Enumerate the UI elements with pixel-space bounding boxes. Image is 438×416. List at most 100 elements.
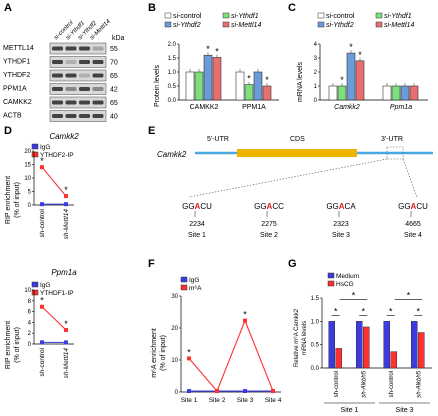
x-tick-label: sh-control <box>334 371 340 397</box>
significance-star: * <box>64 185 68 195</box>
legend-label: YTHDF2-IP <box>40 152 74 159</box>
group-label: Site 3 <box>396 407 414 414</box>
motif-sequence: GGACU <box>182 202 212 211</box>
bar <box>235 71 245 101</box>
x-tick-label: Ppm1a <box>390 104 412 111</box>
motif-sequence: GGACU <box>398 202 428 211</box>
bar <box>244 84 254 101</box>
data-point <box>40 165 44 170</box>
kda-label: kDa <box>112 35 125 42</box>
significance-star: * <box>206 44 210 54</box>
chart-c: si-control si-Ythdf1 si-Ythdf2 si-Mettl14 m… <box>297 12 428 111</box>
blot-band <box>52 60 63 64</box>
x-tick-label: Camkk2 <box>334 104 360 111</box>
x-tick-label: sh-Mettl14 <box>63 348 70 379</box>
chart-g: Relative m⁶A Camkk2 mRNA levels MediumHs… <box>293 272 432 414</box>
legend-swatch <box>375 12 383 19</box>
svg-text:RIP enrichment: RIP enrichment <box>5 176 12 224</box>
y-tick-label: 2 <box>314 70 318 76</box>
significance-star: * <box>265 75 269 85</box>
blot-label: CAMKK2 <box>3 99 32 106</box>
legend-swatch <box>222 21 230 28</box>
bar <box>363 326 370 369</box>
x-tick-label: Site 4 <box>265 397 282 404</box>
bar <box>253 71 263 101</box>
blot-band <box>79 46 90 51</box>
bar <box>418 332 425 369</box>
blot-band <box>92 60 104 64</box>
y-tick-label: 10 <box>171 358 178 364</box>
y-tick-label: 0.0 <box>168 98 177 104</box>
panel-label-g: G <box>288 258 297 270</box>
blot-band <box>92 114 104 118</box>
significance-star: * <box>352 290 356 300</box>
site-position: 2234 <box>189 221 205 228</box>
y-tick-label: 0 <box>28 342 32 348</box>
y-tick-label: 8 <box>28 299 32 305</box>
site-label: Site 4 <box>404 232 422 239</box>
bar <box>382 85 392 101</box>
y-tick-label: 1.0 <box>168 70 177 76</box>
bar <box>391 85 401 101</box>
kda-value: 65 <box>110 73 118 80</box>
legend-label: m⁶A <box>189 285 202 292</box>
blot-band <box>79 73 90 78</box>
y-axis-label: mRNA levels <box>297 61 304 102</box>
panel-label-c: C <box>288 2 296 14</box>
blot-band <box>65 73 77 78</box>
y-tick-label: 3 <box>314 56 318 62</box>
y-tick-label: 0 <box>175 390 179 396</box>
bar <box>212 57 222 101</box>
significance-star: * <box>64 319 68 329</box>
significance-star: * <box>416 306 420 316</box>
significance-star: * <box>389 306 393 316</box>
data-point <box>64 194 68 199</box>
kda-value: 42 <box>110 87 118 94</box>
bar <box>383 321 390 369</box>
utr3-label: 3'-UTR <box>381 136 403 143</box>
y-tick-label: 20 <box>171 326 178 332</box>
legend-label: si-Ythdf1 <box>231 13 259 20</box>
legend-label: si-Ythdf2 <box>173 22 201 29</box>
bar <box>262 85 272 101</box>
y-tick-label: 2 <box>28 331 32 337</box>
y-tick-label: 4 <box>28 320 32 326</box>
legend-swatch <box>31 289 39 296</box>
y-tick-label: 10 <box>24 176 31 182</box>
x-tick-label: CAMKK2 <box>190 104 219 111</box>
y-tick-label: 1.5 <box>168 56 177 62</box>
blot-strip <box>49 42 107 55</box>
group-label: Site 1 <box>341 407 359 414</box>
blot-band <box>52 114 63 118</box>
significance-star: * <box>247 74 251 84</box>
cds-label: CDS <box>290 136 305 143</box>
legend-label: IgG <box>40 144 50 151</box>
data-point <box>40 202 44 207</box>
blot-strip <box>49 110 107 122</box>
y-axis-label: Protein levels <box>154 64 161 107</box>
gene-schematic: Camkk2 5'-UTR CDS 3'-UTR GGACU 2234 Site 1… <box>157 136 433 239</box>
legend-swatch <box>31 143 39 150</box>
legend-swatch <box>327 272 335 279</box>
legend-label: si-Mettl14 <box>384 22 414 29</box>
blot-band <box>65 114 77 118</box>
blot-band <box>65 100 77 105</box>
panel-label-b: B <box>148 2 156 14</box>
y-tick-label: 0 <box>314 98 318 104</box>
bar <box>328 85 338 101</box>
legend-label: IgG <box>40 282 50 289</box>
x-tick-label: sh-Mettl14 <box>63 209 70 240</box>
significance-star: * <box>334 306 338 316</box>
svg-text:RIP enrichment: RIP enrichment <box>5 321 12 369</box>
zoom-line-left <box>188 158 388 198</box>
series-line <box>41 166 67 197</box>
blot-strip <box>49 56 107 68</box>
data-point <box>215 389 219 394</box>
blot-band <box>52 87 63 91</box>
data-point <box>64 340 68 345</box>
blot-band <box>65 60 77 64</box>
x-tick-label: sh-control <box>39 208 46 237</box>
blot-label: YTHDF1 <box>3 59 30 66</box>
bar <box>411 321 418 369</box>
chart-title-camkk2: Camkk2 <box>49 132 79 141</box>
